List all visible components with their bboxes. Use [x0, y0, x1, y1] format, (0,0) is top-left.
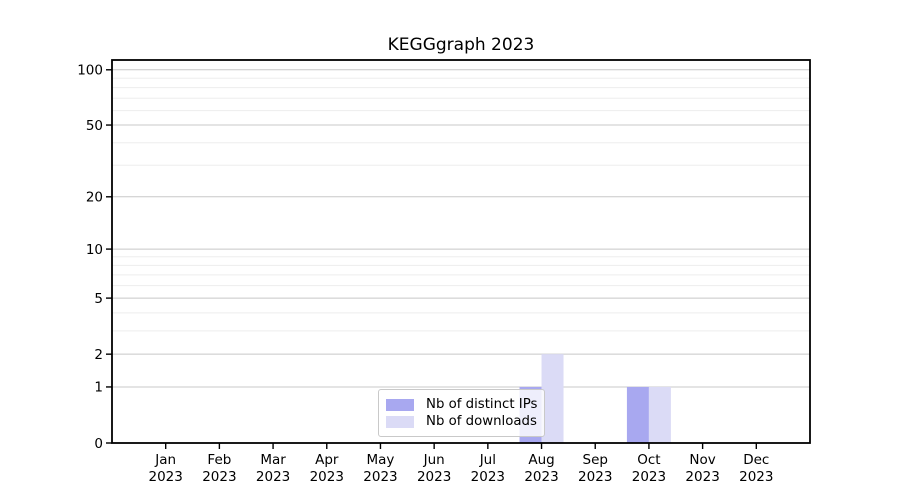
x-tick-label: Jan 2023 — [149, 452, 183, 485]
x-tick-label: Oct 2023 — [632, 452, 666, 485]
x-tick-label: Sep 2023 — [578, 452, 612, 485]
x-tick-label: Mar 2023 — [256, 452, 290, 485]
y-tick-label: 20 — [86, 190, 103, 206]
legend-label-downloads: Nb of downloads — [426, 414, 537, 429]
plot-frame — [111, 59, 811, 444]
y-tick-label: 5 — [94, 291, 103, 307]
x-tick-label: Feb 2023 — [202, 452, 236, 485]
bar-downloads-oct-2023 — [648, 386, 671, 443]
legend: Nb of distinct IPs Nb of downloads — [378, 389, 545, 437]
x-tick-label: Jul 2023 — [471, 452, 505, 485]
legend-item-downloads: Nb of downloads — [386, 414, 537, 430]
y-tick-label: 1 — [94, 380, 103, 396]
x-tick-label: May 2023 — [363, 452, 397, 485]
legend-label-distinct-ips: Nb of distinct IPs — [426, 397, 538, 412]
x-tick-label: Jun 2023 — [417, 452, 451, 485]
y-tick-label: 100 — [77, 63, 103, 79]
bar-distinct-ips-oct-2023 — [626, 386, 649, 443]
x-tick-label: Dec 2023 — [739, 452, 773, 485]
y-tick-label: 2 — [94, 347, 103, 363]
y-tick-label: 0 — [94, 436, 103, 452]
legend-swatch-distinct-ips — [386, 399, 414, 411]
bar-downloads-aug-2023 — [541, 354, 564, 443]
x-tick-label: Aug 2023 — [524, 452, 558, 485]
y-tick-label: 10 — [86, 242, 103, 258]
legend-item-distinct-ips: Nb of distinct IPs — [386, 397, 538, 413]
legend-swatch-downloads — [386, 416, 414, 428]
chart-title: KEGGgraph 2023 — [387, 35, 535, 55]
x-tick-label: Nov 2023 — [685, 452, 719, 485]
x-tick-label: Apr 2023 — [310, 452, 344, 485]
y-tick-label: 50 — [86, 118, 103, 134]
